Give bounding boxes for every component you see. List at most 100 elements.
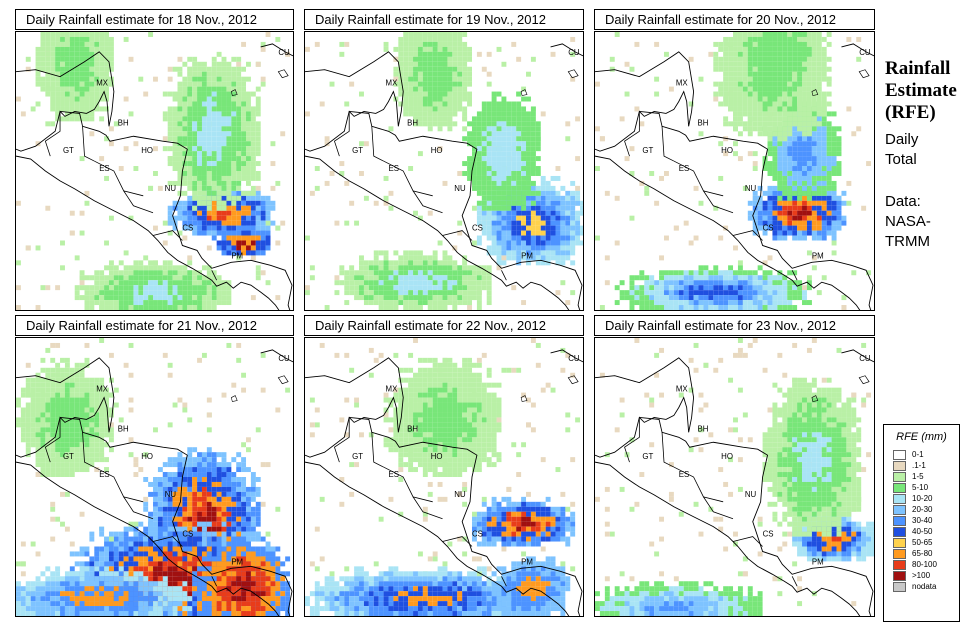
rain-cell: [767, 280, 773, 286]
rain-cell: [747, 270, 753, 276]
rain-cell: [250, 136, 256, 142]
rain-cell: [491, 171, 497, 176]
rain-cell: [182, 457, 188, 463]
rain-cell: [413, 300, 418, 306]
rain-cell: [60, 106, 65, 112]
rain-cell: [782, 171, 788, 176]
rain-cell: [747, 131, 753, 137]
rain-cell: [555, 235, 561, 241]
rain-cell: [762, 86, 768, 92]
rain-cell: [206, 280, 212, 286]
rain-cell: [757, 205, 763, 211]
rain-cell: [526, 250, 531, 256]
rain-cell: [437, 116, 443, 122]
rain-cell: [496, 185, 502, 191]
rain-cell: [792, 295, 798, 301]
rain-cell: [427, 305, 433, 310]
rain-cell: [782, 151, 788, 157]
rain-cell: [153, 260, 158, 266]
rain-cell: [64, 76, 70, 82]
rain-cell: [157, 290, 163, 296]
rain-cell: [133, 285, 139, 291]
rain-cell: [246, 91, 251, 97]
rain-cell: [575, 190, 581, 196]
rain-cell: [192, 185, 198, 191]
rain-cell: [516, 240, 522, 246]
rain-cell: [221, 240, 227, 246]
rain-cell: [806, 195, 812, 201]
rain-cell: [526, 220, 531, 226]
rain-cell: [737, 121, 743, 127]
rain-cell: [172, 477, 178, 482]
rain-cell: [792, 156, 798, 162]
rain-cell: [728, 295, 734, 301]
rain-cell: [634, 295, 640, 301]
rain-cell: [792, 96, 798, 102]
rain-cell: [797, 180, 803, 186]
rain-cell: [826, 195, 832, 201]
rain-cell: [363, 195, 369, 201]
rain-cell: [767, 225, 773, 231]
rain-cell: [236, 486, 242, 492]
rain-cell: [60, 71, 65, 77]
rain-cell: [787, 280, 793, 286]
rain-cell: [471, 136, 477, 142]
rain-cell: [802, 106, 807, 112]
rain-cell: [172, 521, 178, 527]
rain-cell: [486, 111, 492, 117]
rain-cell: [211, 235, 217, 241]
rain-cell: [432, 285, 438, 291]
rain-cell: [442, 66, 448, 72]
rain-cell: [206, 205, 212, 211]
rain-cell: [580, 200, 583, 206]
rain-cell: [108, 56, 114, 62]
rain-cell: [673, 285, 679, 291]
rain-cell: [516, 220, 522, 226]
rain-cell: [246, 121, 251, 127]
rain-cell: [462, 106, 468, 112]
rain-cell: [757, 300, 763, 306]
rain-cell: [792, 305, 798, 310]
rain-cell: [211, 166, 217, 171]
rain-cell: [74, 32, 80, 37]
rain-cell: [162, 300, 168, 306]
rain-cell: [265, 235, 271, 241]
rain-cell: [757, 280, 763, 286]
rain-cell: [811, 166, 817, 171]
rain-cell: [246, 161, 251, 167]
rain-cell: [143, 270, 149, 276]
rain-cell: [231, 180, 237, 186]
rain-cell: [792, 32, 798, 37]
rain-cell: [560, 255, 566, 261]
rain-cell: [772, 195, 778, 201]
rain-cell: [570, 195, 576, 201]
rain-cell: [241, 210, 247, 216]
rain-cell: [821, 166, 827, 171]
rain-cell: [236, 56, 242, 62]
rain-cell: [782, 225, 788, 231]
rain-cell: [211, 136, 217, 142]
rain-cell: [565, 136, 571, 142]
rain-cell: [737, 106, 743, 112]
rain-cell: [231, 156, 237, 162]
rain-cell: [614, 285, 620, 291]
rain-cell: [802, 151, 807, 157]
rain-cell: [816, 146, 822, 152]
rain-cell: [787, 32, 793, 37]
rain-cell: [236, 185, 242, 191]
rain-cell: [89, 295, 95, 301]
rain-cell: [432, 255, 438, 261]
rain-cell: [167, 280, 173, 286]
rain-cell: [816, 200, 822, 206]
rain-cell: [69, 46, 75, 52]
rain-cell: [417, 56, 423, 62]
rain-cell: [231, 131, 237, 137]
rain-cell: [560, 210, 566, 216]
rain-cell: [241, 506, 247, 512]
rain-cell: [447, 101, 453, 107]
rain-cell: [506, 245, 512, 251]
rain-cell: [216, 300, 222, 306]
rain-cell: [368, 280, 374, 286]
rain-cell: [206, 121, 212, 127]
rain-cell: [757, 66, 763, 72]
